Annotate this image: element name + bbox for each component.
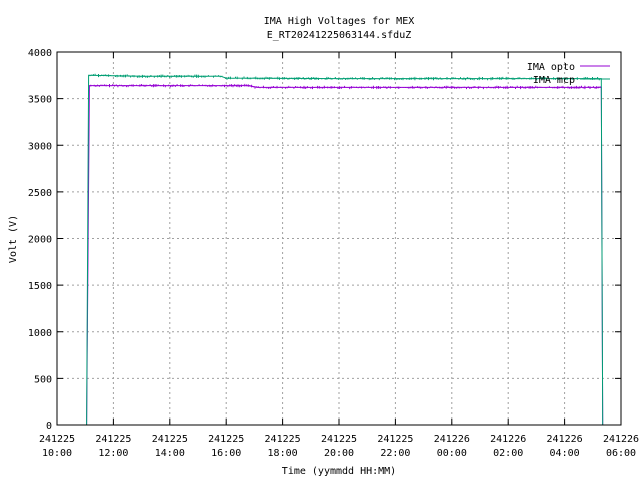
- y-tick-label: 3500: [28, 95, 52, 106]
- x-tick-time-label: 06:00: [606, 448, 636, 459]
- x-tick-date-label: 241226: [434, 434, 470, 445]
- x-tick-time-label: 14:00: [155, 448, 185, 459]
- y-tick-label: 1500: [28, 281, 52, 292]
- y-tick-label: 500: [34, 374, 52, 385]
- series-line-1: [57, 85, 604, 426]
- tick-labels: 0 500 1000 1500 2000 2500 3000 3500 4000 241225 10…: [28, 48, 639, 459]
- legend: IMA opto IMA mcp: [527, 62, 610, 86]
- legend-label: IMA opto: [527, 62, 575, 73]
- axis-ticks: [56, 51, 622, 426]
- y-axis-label: Volt (V): [8, 215, 19, 263]
- x-tick-time-label: 02:00: [493, 448, 523, 459]
- series-lines: [57, 73, 604, 426]
- x-tick-date-label: 241225: [95, 434, 131, 445]
- y-tick-label: 1000: [28, 328, 52, 339]
- x-tick-date-label: 241225: [377, 434, 413, 445]
- y-tick-label: 4000: [28, 48, 52, 59]
- x-tick-time-label: 00:00: [437, 448, 467, 459]
- y-tick-label: 2500: [28, 188, 52, 199]
- legend-label: IMA mcp: [533, 75, 575, 86]
- x-tick-date-label: 241225: [152, 434, 188, 445]
- x-tick-date-label: 241225: [39, 434, 75, 445]
- x-tick-date-label: 241225: [321, 434, 357, 445]
- series-noise-2: [89, 73, 600, 81]
- x-tick-date-label: 241225: [265, 434, 301, 445]
- y-tick-label: 2000: [28, 235, 52, 246]
- x-tick-date-label: 241226: [547, 434, 583, 445]
- series-noise-1: [90, 83, 601, 90]
- x-tick-time-label: 10:00: [42, 448, 72, 459]
- grid-lines: [57, 52, 621, 425]
- y-tick-label: 3000: [28, 141, 52, 152]
- y-tick-label: 0: [46, 421, 52, 432]
- x-tick-time-label: 18:00: [268, 448, 298, 459]
- x-tick-time-label: 12:00: [98, 448, 128, 459]
- chart-title: IMA High Voltages for MEX: [264, 16, 415, 27]
- x-tick-date-label: 241226: [490, 434, 526, 445]
- x-tick-date-label: 241226: [603, 434, 639, 445]
- x-tick-time-label: 04:00: [550, 448, 580, 459]
- x-tick-date-label: 241225: [208, 434, 244, 445]
- x-axis-label: Time (yymmdd HH:MM): [282, 466, 396, 477]
- x-tick-time-label: 20:00: [324, 448, 354, 459]
- x-tick-time-label: 16:00: [211, 448, 241, 459]
- series-line-2: [57, 74, 604, 426]
- chart-subtitle: E_RT20241225063144.sfduZ: [267, 30, 412, 41]
- x-tick-time-label: 22:00: [380, 448, 410, 459]
